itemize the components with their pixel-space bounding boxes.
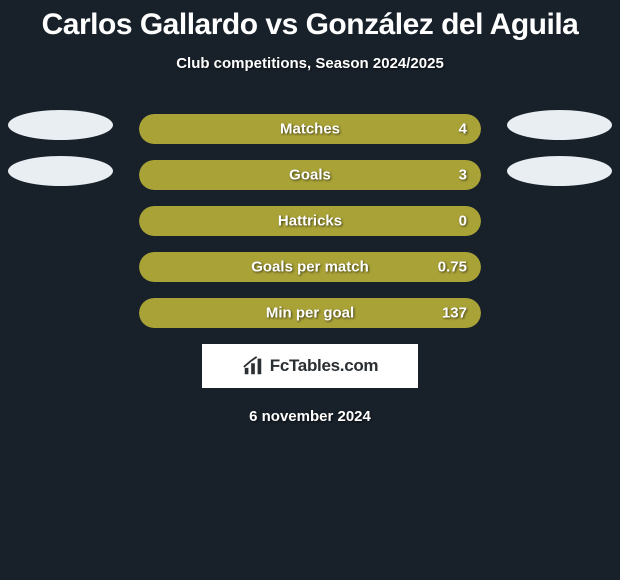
stat-bar: Goals 3 — [139, 160, 481, 190]
source-logo: FcTables.com — [202, 344, 418, 388]
stat-bar: Goals per match 0.75 — [139, 252, 481, 282]
stat-bar-value: 0.75 — [438, 259, 467, 276]
stat-bar-value: 137 — [442, 305, 467, 322]
page-title: Carlos Gallardo vs González del Aguila — [0, 0, 620, 41]
stat-bar: Matches 4 — [139, 114, 481, 144]
stat-bar-value: 0 — [459, 213, 467, 230]
stat-bars: Matches 4 Goals 3 Hattricks 0 Goals per match 0… — [139, 114, 481, 328]
stat-bar-label: Goals — [289, 167, 331, 184]
stat-bar-label: Goals per match — [251, 259, 369, 276]
player-badge-right-1 — [507, 156, 612, 186]
bar-chart-icon — [242, 355, 264, 377]
subtitle: Club competitions, Season 2024/2025 — [0, 55, 620, 72]
player-badge-left-0 — [8, 110, 113, 140]
stat-bar-value: 4 — [459, 121, 467, 138]
stats-area: Matches 4 Goals 3 Hattricks 0 Goals per match 0… — [0, 114, 620, 328]
stat-bar-label: Min per goal — [266, 305, 354, 322]
stat-bar: Min per goal 137 — [139, 298, 481, 328]
stat-bar-value: 3 — [459, 167, 467, 184]
stat-bar-label: Hattricks — [278, 213, 342, 230]
source-logo-text: FcTables.com — [270, 356, 379, 376]
stat-bar-label: Matches — [280, 121, 340, 138]
player-badge-right-0 — [507, 110, 612, 140]
snapshot-date: 6 november 2024 — [0, 408, 620, 425]
stat-bar: Hattricks 0 — [139, 206, 481, 236]
player-badge-left-1 — [8, 156, 113, 186]
